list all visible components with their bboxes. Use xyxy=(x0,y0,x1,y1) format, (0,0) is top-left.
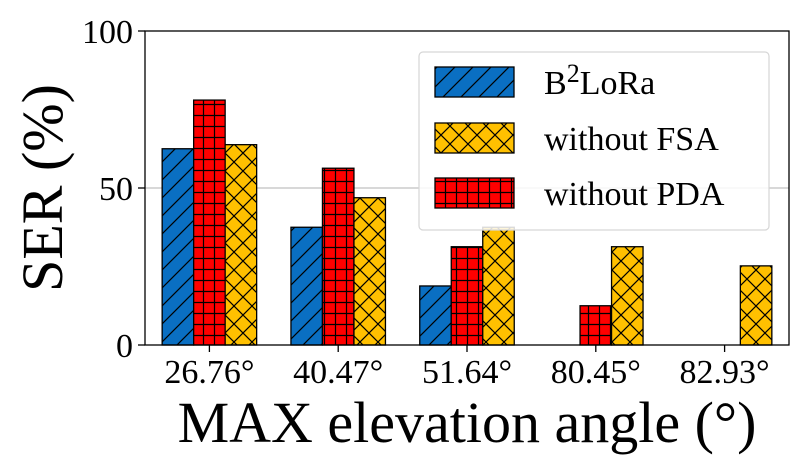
x-axis-title: MAX elevation angle (°) xyxy=(178,390,757,455)
legend-label: B2LoRa xyxy=(544,59,655,102)
y-tick-label: 50 xyxy=(99,171,133,208)
bar xyxy=(610,246,644,346)
legend-label: without FSA xyxy=(544,121,719,158)
legend-label: without PDA xyxy=(544,176,725,213)
bar xyxy=(192,99,226,346)
bar xyxy=(739,265,773,346)
y-tick-label: 0 xyxy=(116,328,133,365)
bar xyxy=(321,167,355,346)
y-tick-label: 100 xyxy=(82,14,133,51)
bar-outline xyxy=(290,226,324,346)
legend-swatch xyxy=(434,177,515,209)
plot-area: 26.76° 40.47° 51.64° 80.45° 82.93° 0 50 100 xyxy=(82,14,790,391)
bar xyxy=(482,226,515,346)
y-axis-title: SER (%) xyxy=(10,84,75,292)
bar xyxy=(353,197,387,346)
legend-swatch-outline xyxy=(434,177,515,209)
bar xyxy=(224,144,258,346)
bar-outline xyxy=(450,246,484,346)
bar-outline xyxy=(161,148,195,346)
bar xyxy=(450,246,484,346)
bar-outline xyxy=(321,167,355,346)
legend: B2LoRa without FSA without PDA xyxy=(418,51,770,231)
legend-swatch xyxy=(434,66,515,98)
bar-outline xyxy=(192,99,226,346)
legend-swatch xyxy=(434,122,515,154)
x-tick-label: 40.47° xyxy=(293,354,383,391)
bar-outline xyxy=(579,305,613,346)
bar-outline xyxy=(482,226,515,346)
x-tick-label: 80.45° xyxy=(551,354,641,391)
x-tick-label: 82.93° xyxy=(680,354,770,391)
x-tick-label: 26.76° xyxy=(164,354,254,391)
bar-outline xyxy=(224,144,258,346)
bar xyxy=(419,285,452,346)
x-tick-label: 51.64° xyxy=(422,354,512,391)
axes-frame xyxy=(144,30,790,346)
bar-outline xyxy=(610,246,644,346)
bar-outline xyxy=(353,197,387,346)
bar-outline xyxy=(419,285,452,346)
bar-outline xyxy=(739,265,773,346)
bar xyxy=(161,148,195,346)
bar xyxy=(579,305,613,346)
legend-swatch-outline xyxy=(434,66,515,98)
bar xyxy=(290,226,324,346)
legend-swatch-outline xyxy=(434,122,515,154)
